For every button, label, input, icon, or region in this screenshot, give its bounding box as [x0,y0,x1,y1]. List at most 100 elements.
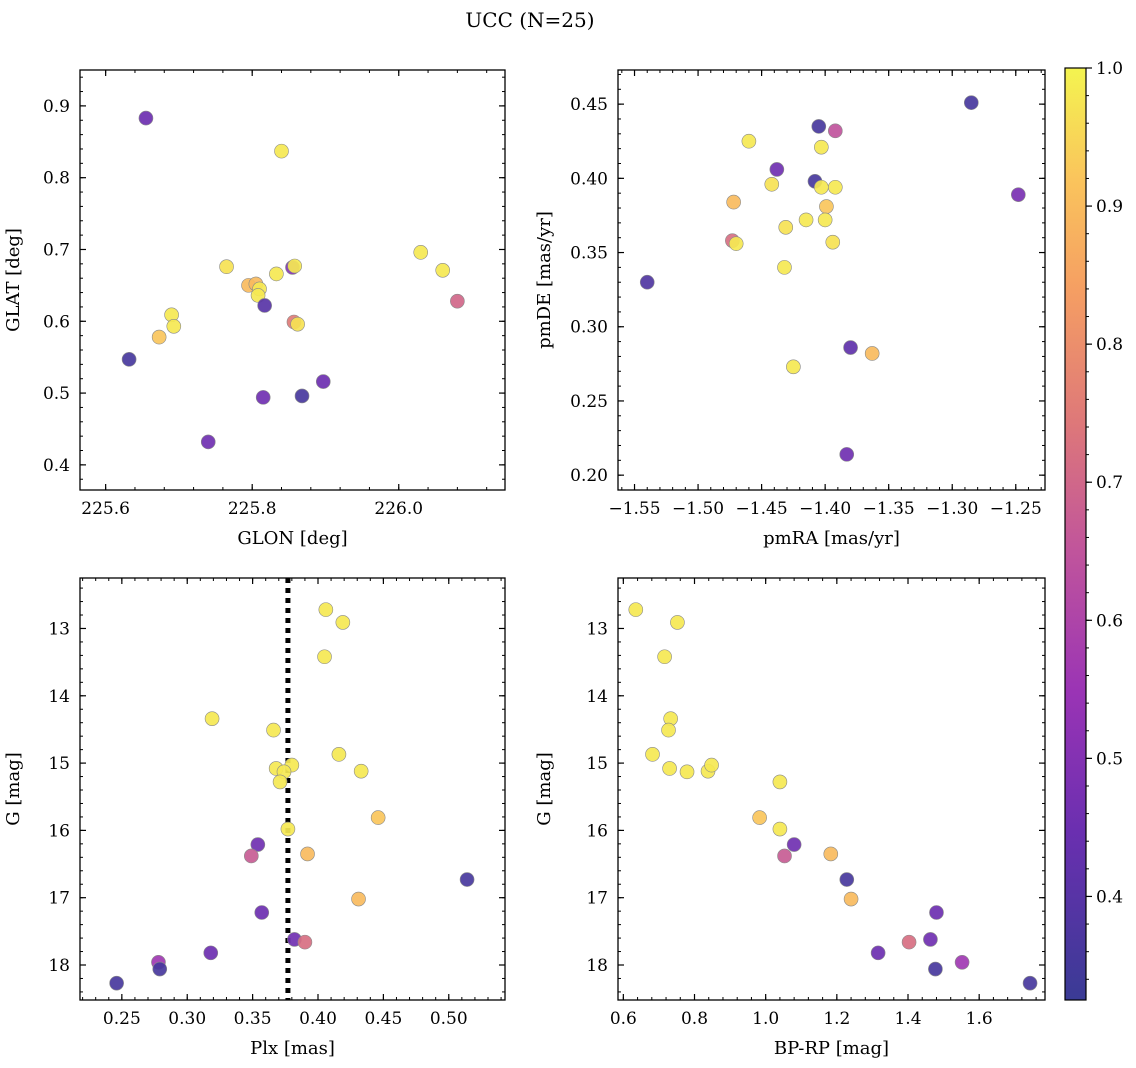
colorbar-gradient [1064,67,1087,1001]
x-tick-label: −1.55 [608,499,660,519]
y-tick-label: 14 [586,687,608,707]
scatter-point [777,260,792,275]
scatter-point [772,774,788,790]
scatter-point [814,139,829,155]
x-tick-label: 0.40 [299,1009,337,1029]
scatter-point [843,340,858,355]
axes-frame [617,577,1046,1001]
x-tick-label: −1.25 [990,499,1042,519]
axes-frame [79,577,506,1001]
scatter-point [752,810,767,825]
figure-title: UCC (N=25) [465,8,594,32]
scatter-point [272,774,288,790]
x-tick-label: 1.6 [966,1009,993,1029]
y-axis-label: G [mag] [3,752,24,825]
scatter-point [219,259,234,275]
scatter-point [121,352,137,367]
x-tick-label: 0.8 [681,1009,708,1029]
scatter-point [923,932,938,947]
y-tick-label: 13 [48,619,70,639]
panel-plx-g: 0.25 0.30 0.35 0.40 0.45 0.50 13 14 15 16 17 18 Plx … [3,577,506,1059]
scatter-point [200,434,216,450]
scatter-point [435,263,451,278]
scatter-point [250,837,266,852]
scatter-point [280,821,296,837]
scatter-point [728,236,744,251]
scatter-point [819,199,834,214]
scatter-point [628,602,644,617]
scatter-point [828,179,843,195]
y-tick-label: 0.8 [43,169,70,189]
y-tick-label: 0.25 [570,392,608,412]
y-tick-label: 13 [586,619,608,639]
scatter-point [351,891,366,907]
y-tick-label: 17 [586,889,608,909]
x-tick-label: 225.8 [228,499,277,519]
scatter-point [786,359,801,375]
y-axis-label: G [mag] [534,752,555,825]
x-tick-label: −1.35 [863,499,915,519]
scatter-point [839,447,855,462]
y-tick-label: 0.9 [43,97,70,117]
scatter-point [661,722,676,738]
scatter-point [274,143,289,159]
colorbar: 0.4 0.5 0.6 0.7 0.8 0.9 1.0 [1064,59,1123,1001]
scatter-point [244,848,259,864]
scatter-point [287,258,302,274]
axes-frame [617,69,1046,491]
y-tick-label: 0.30 [570,318,608,338]
scatter-point [670,615,685,630]
scatter-point [954,955,970,970]
x-axis-label: pmRA [mas/yr] [763,528,900,549]
scatter-point [828,123,843,139]
colorbar-tick-label: 0.9 [1096,197,1123,217]
scatter-point [459,872,475,887]
scatter-point [864,346,880,361]
scatter-point [203,945,219,961]
scatter-point [811,119,827,134]
y-tick-label: 16 [48,821,70,841]
scatter-point [335,615,351,630]
scatter-point [825,234,841,250]
y-tick-label: 18 [48,956,70,976]
y-tick-label: 17 [48,889,70,909]
x-tick-label: 1.0 [752,1009,779,1029]
scatter-point [290,316,305,332]
x-tick-label: 225.6 [81,499,130,519]
y-tick-label: 16 [586,821,608,841]
scatter-point [1011,187,1026,202]
scatter-point [645,747,660,762]
scatter-point [870,945,886,961]
y-tick-label: 0.20 [570,466,608,486]
scatter-point [786,837,802,852]
scatter-point [772,821,788,837]
scatter-point [204,711,220,726]
colorbar-tick-label: 0.8 [1096,335,1123,355]
scatter-point [315,374,331,389]
x-tick-label: 0.6 [610,1009,637,1029]
scatter-point [257,298,272,313]
y-tick-label: 14 [48,687,70,707]
x-tick-label: 0.50 [430,1009,468,1029]
y-tick-label: 0.6 [43,312,70,332]
x-axis-label: Plx [mas] [250,1038,335,1059]
colorbar-tick-label: 0.5 [1096,749,1123,769]
scatter-point [331,747,347,762]
x-tick-label: 0.45 [364,1009,402,1029]
y-tick-label: 0.5 [43,384,70,404]
scatter-point [151,329,167,345]
x-tick-label: −1.45 [736,499,788,519]
scatter-point [741,133,757,149]
scatter-point [300,846,315,862]
colorbar-tick-label: 1.0 [1096,59,1123,79]
x-axis-label: GLON [deg] [237,528,347,549]
panel-pmra-pmde: −1.55 −1.50 −1.45 −1.40 −1.35 −1.30 −1.25 0.20 0… [534,69,1046,549]
scatter-point [255,390,271,405]
scatter-point [353,763,369,779]
y-tick-label: 0.45 [570,95,608,115]
x-tick-label: 0.30 [168,1009,206,1029]
x-tick-label: 1.2 [823,1009,850,1029]
scatter-point [317,649,332,665]
scatter-point [963,95,979,110]
scatter-point [109,975,124,991]
